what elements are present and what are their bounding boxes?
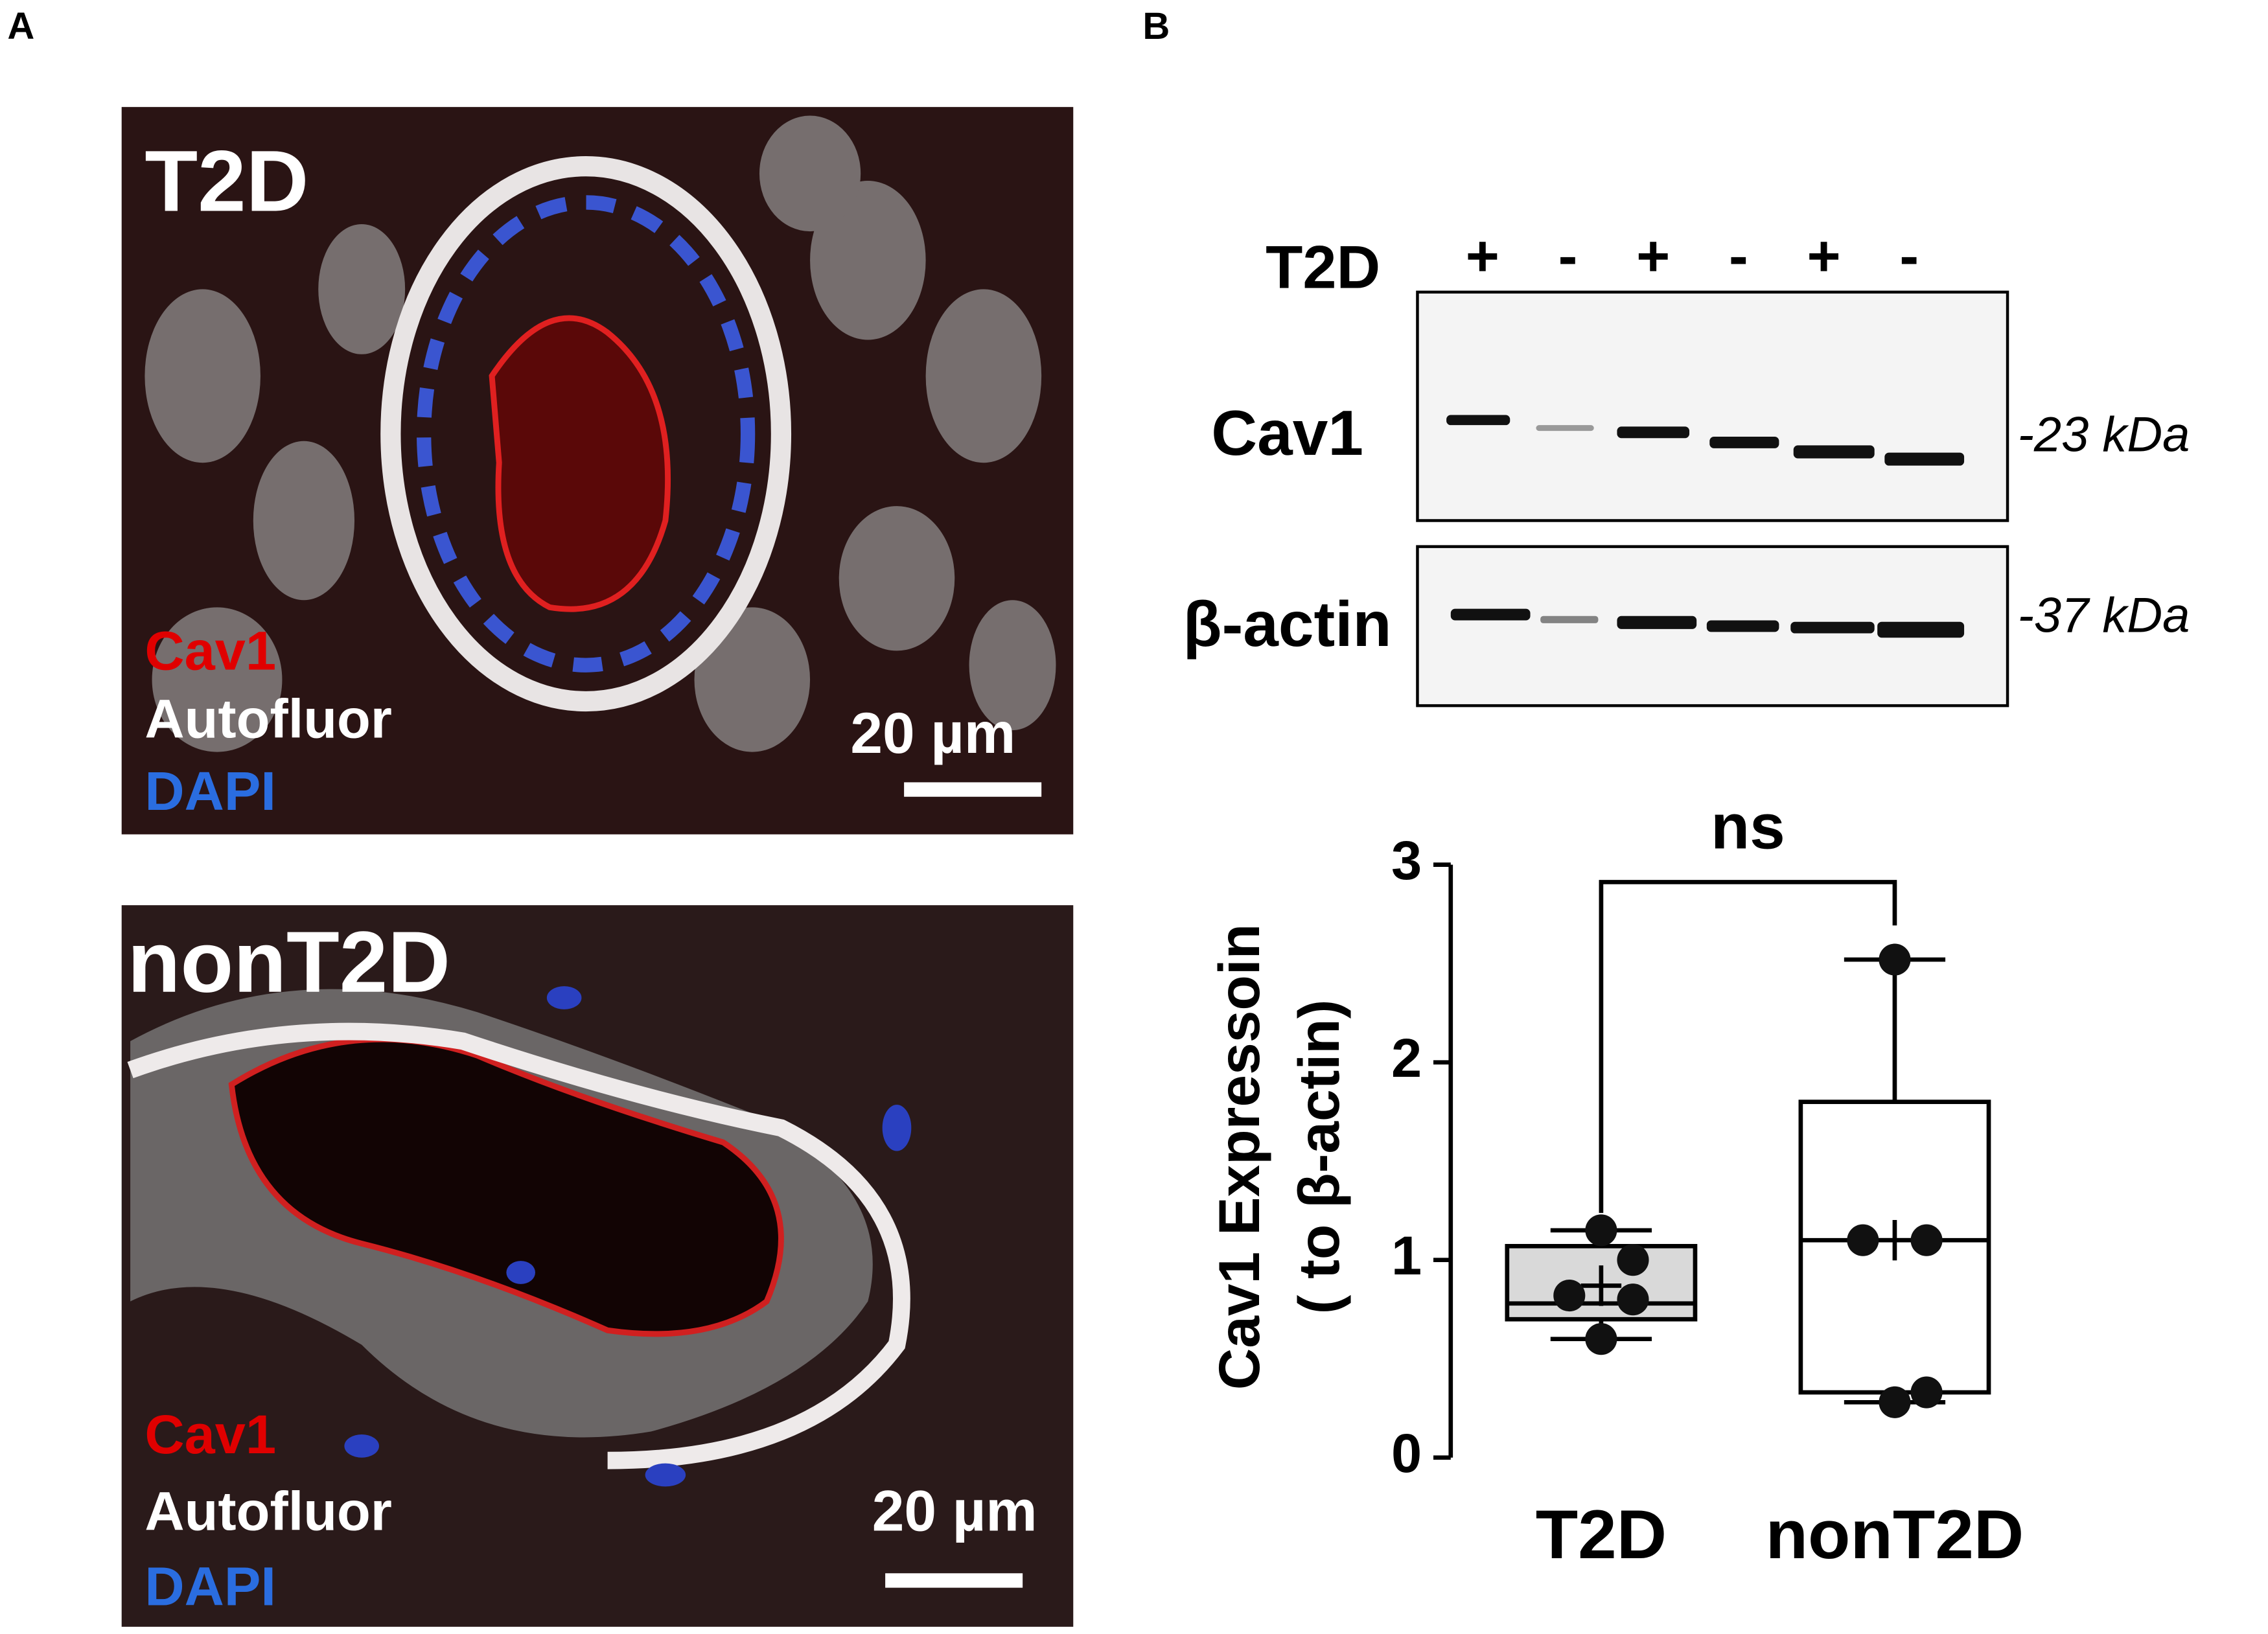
- mean-marker: [1580, 1265, 1622, 1306]
- legend-text: Cav1: [145, 619, 276, 681]
- legend-text: Autofluor: [145, 1480, 391, 1541]
- x-tick-label: T2D: [1536, 1495, 1667, 1573]
- legend-text: DAPI: [145, 1555, 276, 1617]
- panel-label: A: [7, 5, 34, 47]
- annotation: ns: [1711, 790, 1785, 862]
- lane-sign: -: [1558, 223, 1578, 288]
- blot-size: -23 kDa: [2018, 407, 2190, 462]
- y-tick-label: 1: [1391, 1225, 1422, 1286]
- panel-label: B: [1142, 5, 1170, 47]
- lane-sign: -: [1729, 223, 1748, 288]
- scale-bar: [885, 1573, 1023, 1588]
- legend-text: DAPI: [145, 760, 276, 822]
- y-axis-label: Cav1 Expressoin: [1207, 924, 1271, 1390]
- y-axis-label: ( to β-actin): [1286, 1000, 1351, 1315]
- y-tick-label: 0: [1391, 1422, 1422, 1484]
- blot-size: -37 kDa: [2018, 588, 2190, 643]
- legend-text: Cav1: [145, 1403, 276, 1465]
- lane-sign: -: [1899, 223, 1919, 288]
- data-point: [1879, 1386, 1911, 1418]
- blot-frame: [1416, 290, 2009, 522]
- data-point: [1617, 1244, 1649, 1276]
- data-point: [1879, 943, 1911, 976]
- lane-sign: +: [1466, 223, 1499, 288]
- scale-label: 20 µm: [850, 700, 1015, 765]
- lane-sign: +: [1807, 223, 1841, 288]
- blot-row-label: Cav1: [1211, 397, 1363, 468]
- scale-bar: [904, 782, 1042, 797]
- data-point: [1617, 1283, 1649, 1316]
- blot-row-label: β-actin: [1183, 588, 1392, 660]
- mean-marker: [1874, 1219, 1915, 1261]
- scale-label: 20 µm: [872, 1479, 1037, 1543]
- micrograph: [121, 107, 1074, 834]
- significance-bracket: [1599, 880, 1897, 1214]
- data-point: [1553, 1280, 1586, 1312]
- data-point: [1847, 1224, 1879, 1256]
- data-point: [1910, 1376, 1943, 1409]
- blot-bands: [1446, 415, 1965, 638]
- data-point: [1910, 1224, 1943, 1256]
- image-title: T2D: [145, 133, 308, 230]
- micrograph: [121, 905, 1074, 1627]
- legend-text: Autofluor: [145, 687, 391, 749]
- y-tick-label: 3: [1391, 829, 1422, 891]
- data-point: [1585, 1323, 1617, 1355]
- image-title: nonT2D: [128, 914, 450, 1011]
- x-tick-label: nonT2D: [1766, 1495, 2024, 1573]
- lane-sign: +: [1636, 223, 1670, 288]
- data-point: [1585, 1214, 1617, 1247]
- blot-group-label: T2D: [1266, 233, 1380, 301]
- y-tick-label: 2: [1391, 1027, 1422, 1088]
